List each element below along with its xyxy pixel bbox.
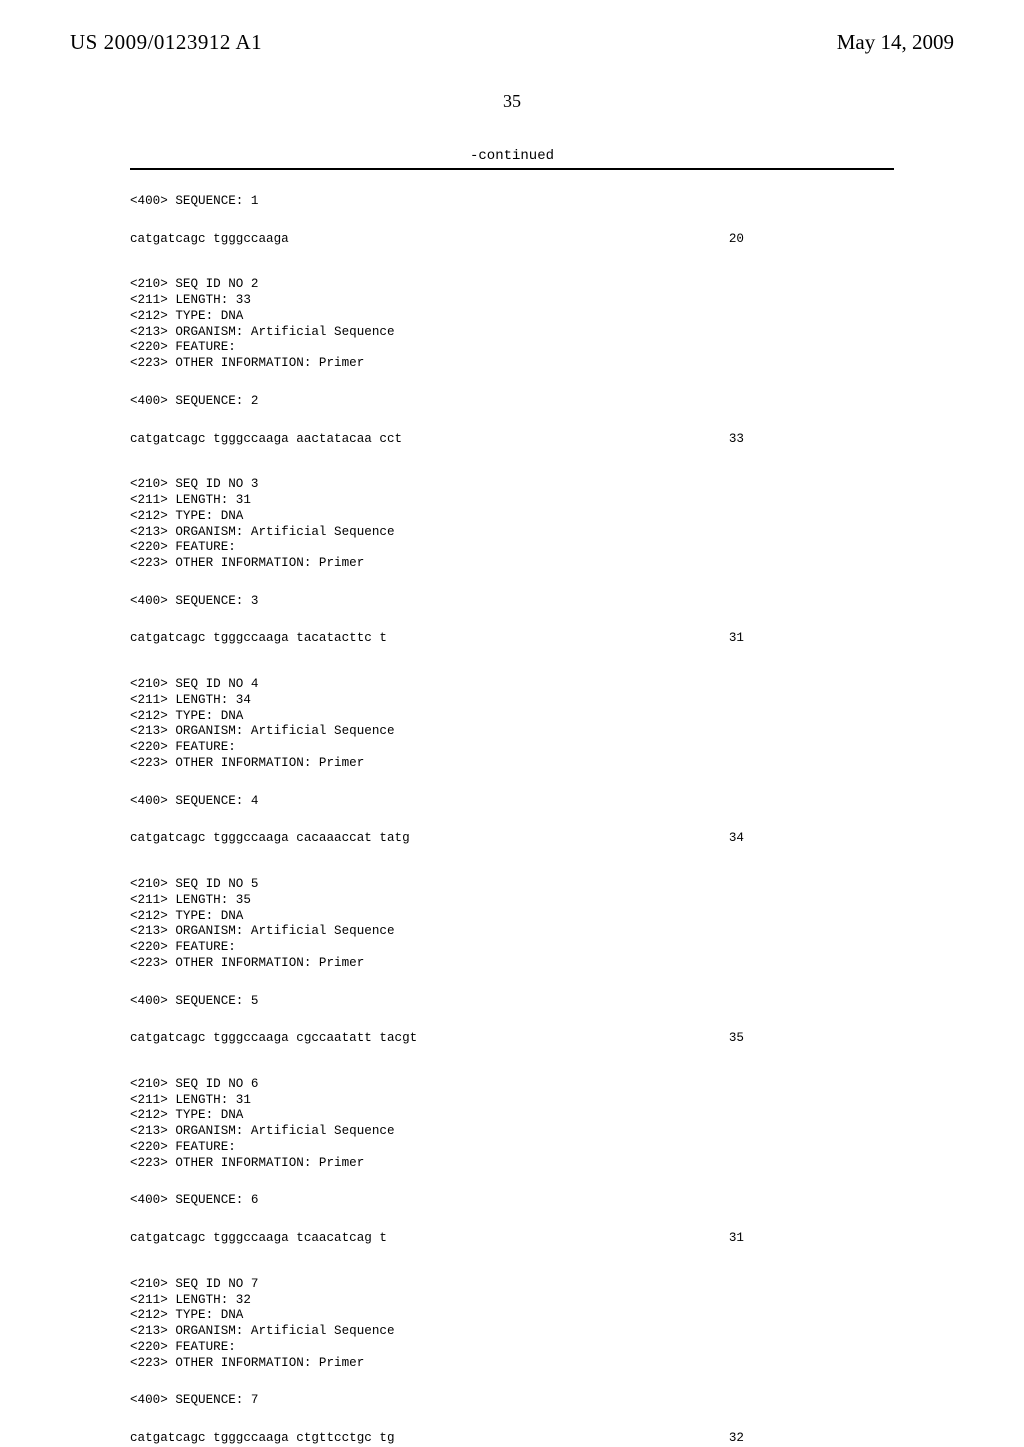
- sequence-header: <400> SEQUENCE: 1: [130, 194, 894, 210]
- sequence-row: catgatcagc tgggccaaga cacaaaccat tatg 34: [130, 831, 744, 847]
- sequence-header: <400> SEQUENCE: 3: [130, 594, 894, 610]
- sequence-string: catgatcagc tgggccaaga cgccaatatt tacgt: [130, 1031, 417, 1047]
- sequence-string: catgatcagc tgggccaaga ctgttcctgc tg: [130, 1431, 395, 1447]
- sequence-row: catgatcagc tgggccaaga ctgttcctgc tg 32: [130, 1431, 744, 1447]
- sequence-header: <400> SEQUENCE: 5: [130, 994, 894, 1010]
- sequence-row: catgatcagc tgggccaaga aactatacaa cct 33: [130, 432, 744, 448]
- page-number: 35: [0, 91, 1024, 112]
- continued-label: -continued: [0, 148, 1024, 164]
- sequence-string: catgatcagc tgggccaaga aactatacaa cct: [130, 432, 402, 448]
- sequence-meta-block: <210> SEQ ID NO 7 <211> LENGTH: 32 <212>…: [130, 1277, 894, 1371]
- sequence-row: catgatcagc tgggccaaga tacatacttc t 31: [130, 631, 744, 647]
- sequence-length: 33: [729, 432, 744, 448]
- sequence-length: 31: [729, 631, 744, 647]
- publication-date: May 14, 2009: [837, 30, 954, 55]
- sequence-listing: <400> SEQUENCE: 1 catgatcagc tgggccaaga 20…: [130, 194, 894, 1447]
- sequence-header: <400> SEQUENCE: 4: [130, 794, 894, 810]
- sequence-meta-block: <210> SEQ ID NO 5 <211> LENGTH: 35 <212>…: [130, 877, 894, 971]
- sequence-length: 34: [729, 831, 744, 847]
- sequence-header: <400> SEQUENCE: 7: [130, 1393, 894, 1409]
- sequence-length: 32: [729, 1431, 744, 1447]
- horizontal-rule: [130, 168, 894, 170]
- sequence-header: <400> SEQUENCE: 6: [130, 1193, 894, 1209]
- page-header: US 2009/0123912 A1 May 14, 2009: [0, 0, 1024, 61]
- sequence-string: catgatcagc tgggccaaga cacaaaccat tatg: [130, 831, 410, 847]
- sequence-length: 20: [729, 232, 744, 248]
- sequence-string: catgatcagc tgggccaaga tcaacatcag t: [130, 1231, 387, 1247]
- sequence-meta-block: <210> SEQ ID NO 4 <211> LENGTH: 34 <212>…: [130, 677, 894, 771]
- sequence-meta-block: <210> SEQ ID NO 2 <211> LENGTH: 33 <212>…: [130, 277, 894, 371]
- sequence-length: 35: [729, 1031, 744, 1047]
- sequence-meta-block: <210> SEQ ID NO 6 <211> LENGTH: 31 <212>…: [130, 1077, 894, 1171]
- document-id: US 2009/0123912 A1: [70, 30, 262, 55]
- sequence-row: catgatcagc tgggccaaga 20: [130, 232, 744, 248]
- sequence-length: 31: [729, 1231, 744, 1247]
- sequence-string: catgatcagc tgggccaaga tacatacttc t: [130, 631, 387, 647]
- sequence-meta-block: <210> SEQ ID NO 3 <211> LENGTH: 31 <212>…: [130, 477, 894, 571]
- sequence-row: catgatcagc tgggccaaga cgccaatatt tacgt 35: [130, 1031, 744, 1047]
- sequence-string: catgatcagc tgggccaaga: [130, 232, 289, 248]
- sequence-row: catgatcagc tgggccaaga tcaacatcag t 31: [130, 1231, 744, 1247]
- sequence-header: <400> SEQUENCE: 2: [130, 394, 894, 410]
